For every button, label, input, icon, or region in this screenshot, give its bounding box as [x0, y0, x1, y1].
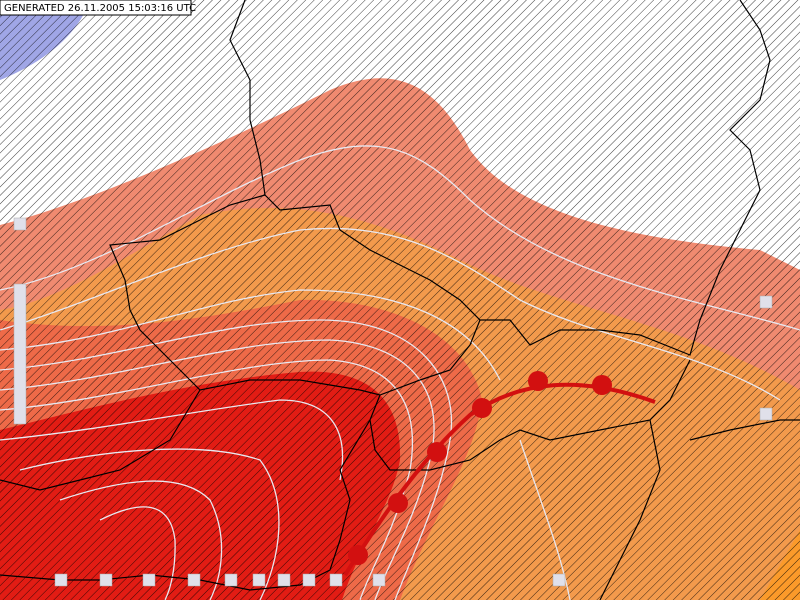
stamp-box [0, 0, 192, 16]
generated-stamp: GENERATED 26.11.2005 15:03:16 UTC [4, 3, 196, 14]
markers [13, 217, 773, 587]
warm-front [343, 371, 656, 577]
isotherms [0, 145, 800, 600]
